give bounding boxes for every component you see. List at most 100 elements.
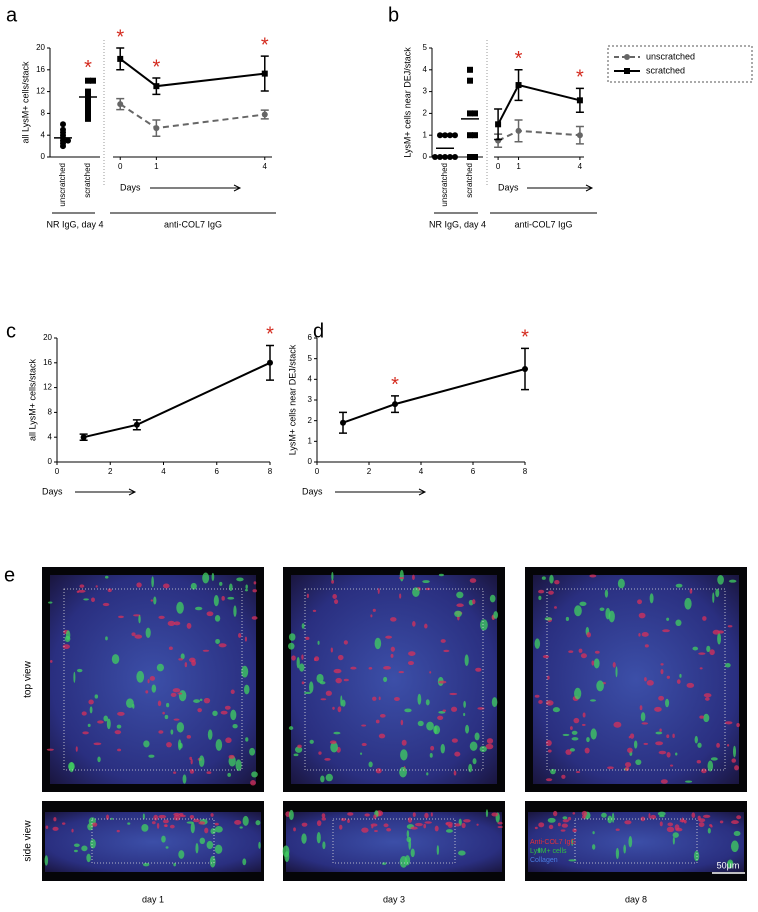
green-cell (81, 845, 88, 852)
red-signal (545, 778, 553, 782)
x-tick-label: 4 (263, 162, 268, 171)
red-signal (325, 690, 332, 696)
y-tick-label: 4 (423, 65, 428, 74)
red-signal (169, 824, 175, 829)
red-signal (97, 720, 104, 724)
red-signal (386, 827, 392, 832)
red-signal (90, 597, 95, 602)
green-cell (717, 632, 722, 645)
green-cell (574, 687, 582, 700)
green-cell (728, 579, 737, 583)
green-cell (214, 826, 223, 833)
marker (85, 77, 91, 84)
significance-star: * (266, 324, 274, 346)
red-signal (238, 632, 242, 638)
marker (472, 154, 478, 160)
y-tick-label: 1 (308, 436, 313, 445)
x-axis-label: Days (498, 182, 519, 192)
stack-box (574, 818, 698, 864)
green-cell (244, 588, 249, 592)
y-tick-label: 2 (308, 416, 313, 425)
red-signal (607, 766, 614, 770)
green-cell (592, 831, 595, 835)
green-cell (243, 684, 250, 695)
green-cell (44, 855, 49, 866)
significance-star: * (84, 57, 92, 79)
green-cell (465, 724, 470, 734)
green-cell (468, 763, 473, 773)
green-cell (143, 740, 150, 748)
green-cell (151, 576, 154, 588)
x-tick-label: 2 (108, 467, 113, 476)
x-tick-label: 4 (578, 162, 583, 171)
red-signal (565, 749, 572, 755)
green-cell (296, 656, 300, 669)
red-signal (220, 710, 228, 715)
red-signal (666, 675, 671, 679)
red-signal (157, 700, 162, 707)
red-signal (173, 771, 177, 774)
red-signal (151, 821, 156, 825)
green-cell (552, 707, 560, 713)
red-signal (82, 731, 89, 735)
stack-box (332, 818, 456, 864)
green-cell (710, 757, 718, 761)
green-cell (288, 726, 294, 730)
marker (133, 421, 140, 428)
green-cell (245, 737, 249, 742)
marker (495, 121, 502, 128)
red-signal (79, 584, 85, 588)
red-signal (332, 593, 337, 600)
green-cell (438, 573, 444, 577)
green-cell (215, 638, 220, 644)
image-tissue (45, 812, 261, 872)
green-cell (608, 610, 615, 623)
red-signal (412, 812, 416, 817)
red-signal (454, 823, 461, 827)
red-signal (178, 658, 184, 661)
legend-marker (624, 54, 630, 60)
red-signal (736, 722, 740, 728)
red-signal (253, 581, 257, 585)
red-signal (190, 758, 193, 765)
red-signal (637, 599, 643, 605)
red-signal (469, 578, 477, 583)
green-cell (586, 736, 590, 743)
red-signal (385, 635, 392, 639)
red-signal (347, 812, 354, 816)
group-label: anti-COL7 IgG (514, 219, 572, 229)
green-cell (87, 823, 93, 831)
red-signal (472, 599, 476, 605)
red-signal (163, 824, 168, 827)
red-signal (52, 826, 59, 831)
red-signal (202, 649, 210, 652)
x-tick-label: 0 (315, 467, 320, 476)
red-signal (170, 692, 177, 698)
marker (452, 132, 458, 139)
red-signal (372, 608, 376, 612)
red-signal (476, 823, 479, 826)
red-signal (131, 632, 136, 637)
red-signal (244, 636, 248, 642)
green-cell (193, 699, 200, 703)
red-signal (734, 765, 739, 771)
red-signal (547, 749, 552, 753)
green-cell (417, 720, 424, 727)
green-cell (320, 775, 325, 783)
series-line (119, 58, 265, 88)
red-signal (612, 662, 616, 668)
green-cell (611, 812, 615, 823)
x-tick-label: 1 (516, 162, 521, 171)
y-tick-label: 16 (36, 65, 45, 74)
green-cell (604, 589, 609, 598)
red-signal (399, 593, 402, 599)
red-signal (156, 822, 160, 829)
red-signal (534, 826, 538, 830)
green-cell (675, 752, 678, 756)
red-signal (557, 822, 561, 827)
red-signal (107, 588, 112, 593)
green-cell (227, 596, 235, 600)
red-signal (186, 622, 192, 629)
channel-label: Anti-COL7 IgG (530, 839, 576, 846)
y-tick-label: 8 (48, 408, 53, 417)
